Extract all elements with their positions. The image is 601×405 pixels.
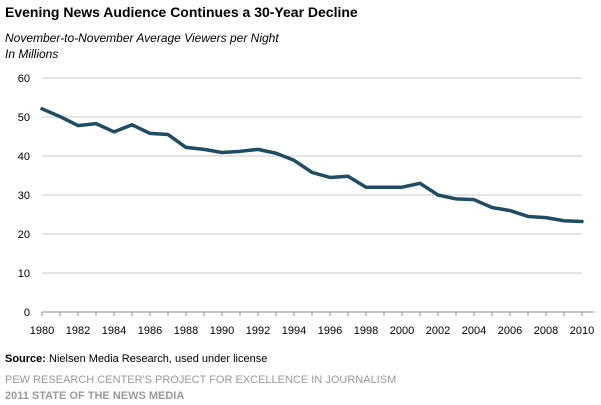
x-tick-label: 1980: [30, 325, 54, 337]
axes: [41, 311, 594, 316]
source-text: Nielsen Media Research, used under licen…: [45, 353, 268, 365]
x-tick-labels: 1980 1982 1984 1986 1988 1990 1992 1994 1996 1998…: [30, 325, 594, 337]
x-tick-label: 1996: [318, 325, 342, 337]
x-tick-label: 1988: [174, 325, 198, 337]
x-tick-label: 1990: [210, 325, 234, 337]
y-tick-labels: 0 10 20 30 40 50 60: [18, 73, 30, 319]
y-tick-label: 0: [24, 307, 30, 319]
x-tick-label: 2006: [498, 325, 522, 337]
y-tick-label: 60: [18, 73, 30, 85]
x-tick-label: 2008: [534, 325, 558, 337]
x-tick-label: 2010: [570, 325, 594, 337]
y-tick-label: 30: [18, 190, 30, 202]
org-line-1: PEW RESEARCH CENTER'S PROJECT FOR EXCELL…: [5, 374, 397, 386]
unit-note: In Millions: [5, 47, 59, 61]
x-tick-label: 2002: [426, 325, 450, 337]
x-tick-label: 1994: [282, 325, 306, 337]
y-tick-label: 50: [18, 112, 30, 124]
chart-subtitle-block: November-to-November Average Viewers per…: [5, 30, 279, 62]
x-tick-label: 1986: [138, 325, 162, 337]
org-credit: PEW RESEARCH CENTER'S PROJECT FOR EXCELL…: [5, 372, 396, 404]
series: [40, 107, 584, 224]
x-tick-label: 2004: [462, 325, 486, 337]
y-tick-label: 10: [18, 268, 30, 280]
series-line: [40, 107, 584, 224]
y-tick-label: 20: [18, 229, 30, 241]
chart-title: Evening News Audience Continues a 30-Yea…: [5, 4, 358, 20]
x-tick-label: 1998: [354, 325, 378, 337]
x-tick-label: 2000: [390, 325, 414, 337]
x-tick-label: 1982: [66, 325, 90, 337]
chart-subtitle: November-to-November Average Viewers per…: [5, 31, 279, 45]
gridlines: [42, 77, 582, 274]
y-tick-label: 40: [18, 151, 30, 163]
x-tick-label: 1992: [246, 325, 270, 337]
source-label: Source:: [5, 353, 46, 365]
org-line-2: 2011 STATE OF THE NEWS MEDIA: [5, 390, 185, 402]
source-note: Source: Nielsen Media Research, used und…: [5, 353, 267, 365]
x-tick-label: 1984: [102, 325, 126, 337]
